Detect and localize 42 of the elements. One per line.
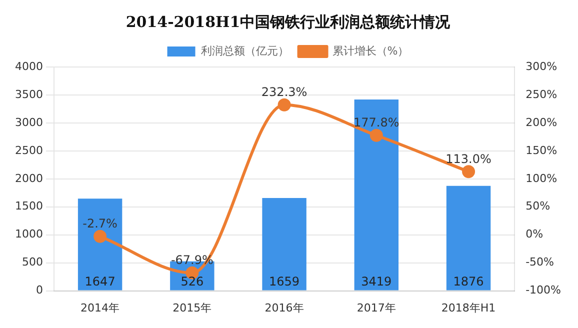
point: [370, 128, 383, 142]
x-tick-label: 2016年: [264, 301, 304, 314]
data-label: 113.0%: [446, 152, 492, 166]
bar: [78, 198, 122, 290]
y-tick-label: 2000: [14, 172, 43, 185]
y2-tick-label: -100%: [526, 284, 562, 297]
data-label: -2.7%: [82, 216, 118, 230]
data-label: 526: [180, 274, 204, 288]
point: [94, 230, 107, 243]
legend-label: 利润总额（亿元）: [200, 44, 289, 58]
data-label: 232.3%: [261, 85, 308, 100]
x-tick-label: 2018年H1: [441, 301, 496, 314]
y2-tick-label: 300%: [526, 60, 558, 73]
y-tick-label: 3500: [14, 88, 43, 101]
y2-tick-label: 250%: [526, 88, 558, 101]
data-label: 1647: [84, 274, 116, 288]
x-tick-label: 2014年: [80, 301, 120, 314]
y2-tick-label: 100%: [526, 172, 558, 185]
data-label: 3419: [361, 274, 392, 288]
y-tick-label: 1000: [14, 228, 43, 241]
y2-tick-label: 150%: [526, 144, 558, 157]
y-tick-label: 3000: [14, 116, 43, 129]
y-tick-label: 500: [22, 256, 43, 269]
y2-tick-label: 200%: [526, 116, 558, 129]
y-tick-label: 1500: [14, 200, 43, 213]
chart-title: 2014-2018H1中国钢铁行业利润总额统计情况: [126, 12, 452, 31]
data-label: 1876: [453, 274, 484, 288]
x-tick-label: 2015年: [172, 301, 212, 314]
bar: [262, 198, 306, 290]
x-tick-label: 2017年: [356, 301, 396, 314]
bar: [446, 186, 491, 290]
point: [462, 165, 476, 178]
y-tick-label: 2500: [14, 144, 43, 157]
y2-tick-label: 50%: [526, 200, 550, 213]
y-tick-label: 4000: [14, 60, 43, 73]
legend-label: 累计增长（%）: [332, 44, 409, 58]
bar: [354, 100, 399, 290]
point: [278, 98, 291, 112]
y-tick-label: 0: [36, 284, 43, 297]
data-label: 1659: [269, 274, 300, 288]
y2-tick-label: -50%: [526, 256, 554, 269]
y2-tick-label: 0%: [526, 228, 544, 241]
